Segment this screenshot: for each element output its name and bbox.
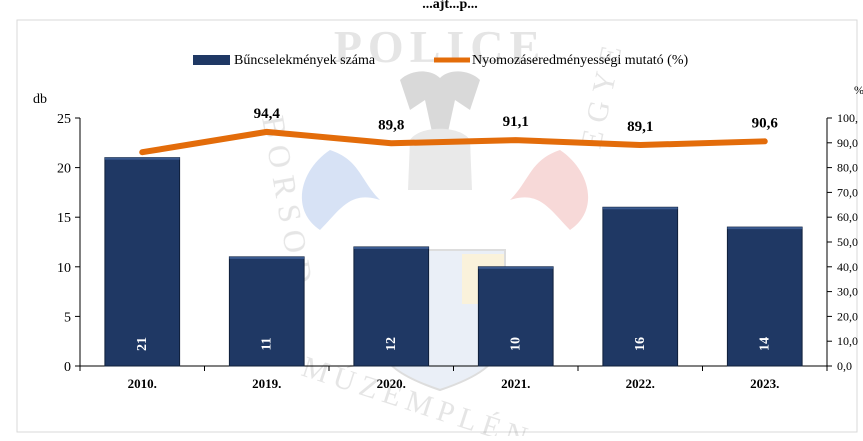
line-data-label: 91,1 — [503, 114, 529, 130]
legend-line-label: Nyomozáseredményességi mutató (%) — [472, 53, 688, 68]
x-tick-label: 2023. — [750, 376, 779, 391]
y-right-tick-label: 0,0 — [837, 359, 852, 373]
y-left-axis-label: db — [33, 92, 47, 107]
y-left-tick-label: 25 — [57, 112, 71, 127]
y-right-tick-label: 60,0 — [837, 210, 858, 224]
y-right-tick-label: 20,0 — [837, 309, 858, 323]
bar-value-label: 16 — [633, 337, 648, 351]
watermark-helmet — [408, 129, 472, 190]
line-data-label: 90,6 — [752, 115, 779, 131]
y-left-tick-label: 20 — [57, 162, 71, 177]
chart-title: ...ajt...p... — [422, 0, 478, 12]
legend-bar-label: Bűncselekmények száma — [234, 53, 376, 68]
y-right-tick-label: 10,0 — [837, 334, 858, 348]
bar-top-edge — [354, 247, 429, 249]
y-left-tick-label: 5 — [64, 310, 71, 325]
y-right-axis-label: % — [854, 83, 863, 97]
bar-value-label: 21 — [135, 337, 150, 351]
bar-value-label: 14 — [757, 337, 772, 351]
bar-value-label: 12 — [384, 337, 399, 351]
y-right-tick-label: 50,0 — [837, 235, 858, 249]
line-data-label: 89,1 — [627, 119, 653, 135]
watermark-emblem: POLICE BORSOD EGYE MÚZEMPLÉN — [255, 21, 630, 436]
y-left-tick-label: 10 — [57, 261, 71, 276]
y-right-tick-label: 30,0 — [837, 285, 858, 299]
bar — [105, 158, 180, 366]
y-right-tick-label: 100, — [837, 111, 858, 125]
bar-value-label: 11 — [259, 337, 274, 350]
bar-top-edge — [727, 227, 802, 229]
x-tick-label: 2020. — [377, 376, 406, 391]
x-tick-label: 2010. — [128, 376, 157, 391]
watermark-foliage-left — [302, 150, 380, 230]
y-right-tick-label: 40,0 — [837, 260, 858, 274]
x-tick-label: 2019. — [252, 376, 281, 391]
legend-bar-swatch — [193, 55, 230, 65]
x-tick-label: 2021. — [501, 376, 530, 391]
bar-top-edge — [229, 257, 304, 259]
line-data-label: 89,8 — [378, 117, 404, 133]
bar-top-edge — [603, 207, 678, 209]
y-right-tick-label: 80,0 — [837, 161, 858, 175]
watermark-eagle-shape — [400, 71, 480, 132]
x-tick-label: 2022. — [626, 376, 655, 391]
watermark-foliage-right — [510, 150, 588, 230]
y-left-tick-label: 15 — [57, 211, 71, 226]
bar-value-label: 10 — [508, 337, 523, 351]
bar-top-edge — [105, 158, 180, 160]
bar-top-edge — [478, 267, 553, 269]
line-data-label: 94,4 — [254, 106, 281, 122]
y-right-tick-label: 90,0 — [837, 136, 858, 150]
y-left-tick-label: 0 — [64, 360, 71, 375]
y-right-tick-label: 70,0 — [837, 185, 858, 199]
